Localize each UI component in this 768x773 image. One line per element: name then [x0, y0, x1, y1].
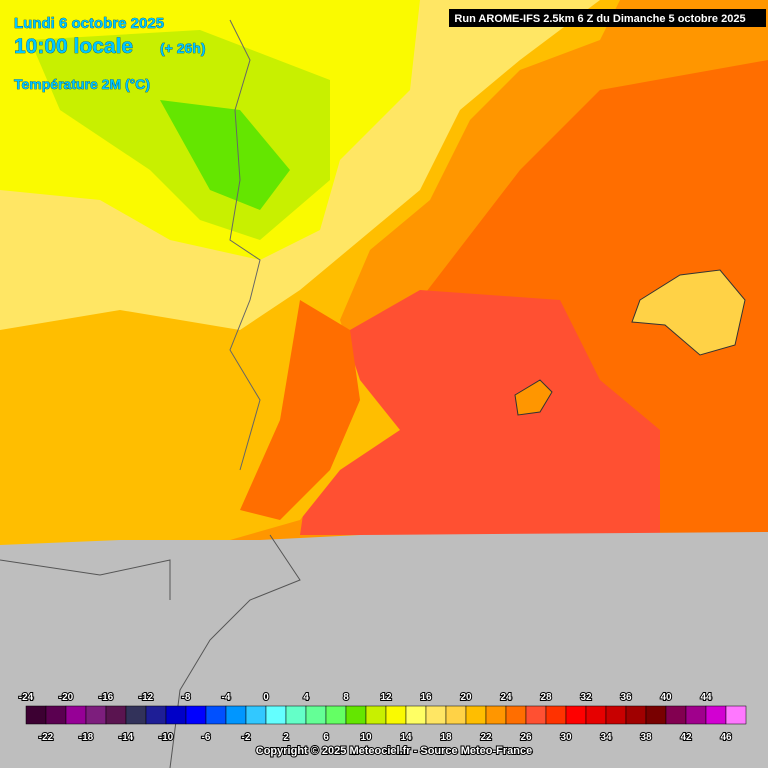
- legend-label-bottom: -22: [39, 732, 54, 743]
- legend-swatch: [385, 705, 407, 725]
- legend-swatch: [345, 705, 367, 725]
- coast-warm: [240, 300, 360, 520]
- legend-label-bottom: 10: [360, 732, 372, 743]
- legend-swatch: [25, 705, 47, 725]
- legend-swatch: [365, 705, 387, 725]
- legend-label-top: 44: [700, 692, 712, 703]
- region-borders: [229, 19, 261, 471]
- legend-label-top: 36: [620, 692, 632, 703]
- legend-label-bottom: 6: [323, 732, 329, 743]
- legend-label-top: 20: [460, 692, 472, 703]
- legend-swatch: [565, 705, 587, 725]
- legend-swatch: [185, 705, 207, 725]
- legend-label-bottom: -18: [79, 732, 94, 743]
- legend-label-bottom: 22: [480, 732, 492, 743]
- legend-label-bottom: -2: [242, 732, 251, 743]
- legend-swatch: [285, 705, 307, 725]
- legend-swatch: [725, 705, 747, 725]
- legend-label-bottom: -6: [202, 732, 211, 743]
- legend-label-top: 28: [540, 692, 552, 703]
- legend-swatch: [125, 705, 147, 725]
- borders: [0, 534, 301, 769]
- sea-hot: [300, 290, 660, 535]
- legend-label-top: 16: [420, 692, 432, 703]
- legend-swatch: [405, 705, 427, 725]
- legend-swatch: [305, 705, 327, 725]
- legend-label-bottom: 2: [283, 732, 289, 743]
- run-box: [449, 9, 766, 27]
- legend-label-bottom: 34: [600, 732, 612, 743]
- legend-label-top: 40: [660, 692, 672, 703]
- legend-label-bottom: 42: [680, 732, 692, 743]
- legend-swatch: [645, 705, 667, 725]
- legend-swatch: [445, 705, 467, 725]
- legend-label-bottom: 26: [520, 732, 532, 743]
- legend-label-top: -8: [182, 692, 191, 703]
- legend-swatch: [585, 705, 607, 725]
- land-cool: [160, 100, 290, 210]
- legend-swatch: [265, 705, 287, 725]
- legend-label-bottom: -14: [119, 732, 134, 743]
- run-info: Run AROME-IFS 2.5km 6 Z du Dimanche 5 oc…: [454, 13, 745, 25]
- legend: -24 -20 -16 -12 -8 -4 0 4 8 12 16 20 24 28 32 36 40 44-22…: [18, 691, 747, 744]
- legend-swatch: [665, 705, 687, 725]
- legend-swatch: [625, 705, 647, 725]
- legend-swatch: [505, 705, 527, 725]
- legend-swatch: [105, 705, 127, 725]
- legend-swatch: [165, 705, 187, 725]
- legend-label-top: 32: [580, 692, 592, 703]
- legend-label-top: -12: [139, 692, 154, 703]
- legend-label-bottom: 18: [440, 732, 452, 743]
- no-data: [0, 532, 768, 768]
- legend-label-top: 4: [303, 692, 309, 703]
- copyright: Copyright © 2025 Meteociel.fr - Source M…: [256, 745, 532, 757]
- parameter: Température 2M (°C): [14, 76, 150, 92]
- time: 10:00 locale: [14, 35, 133, 58]
- legend-swatch: [65, 705, 87, 725]
- legend-label-top: -20: [59, 692, 74, 703]
- legend-swatch: [525, 705, 547, 725]
- legend-label-top: 24: [500, 692, 512, 703]
- legend-swatch: [425, 705, 447, 725]
- legend-swatch: [605, 705, 627, 725]
- legend-label-bottom: -10: [159, 732, 174, 743]
- legend-label-bottom: 30: [560, 732, 572, 743]
- legend-label-top: -4: [222, 692, 231, 703]
- legend-label-top: 8: [343, 692, 349, 703]
- legend-label-bottom: 14: [400, 732, 412, 743]
- legend-label-top: -24: [19, 692, 34, 703]
- legend-swatch: [205, 705, 227, 725]
- legend-swatch: [45, 705, 67, 725]
- island-ibiza: [514, 379, 553, 416]
- legend-swatch: [705, 705, 727, 725]
- legend-swatch: [465, 705, 487, 725]
- legend-label-top: 12: [380, 692, 392, 703]
- legend-label-bottom: 46: [720, 732, 732, 743]
- legend-swatch: [325, 705, 347, 725]
- date: Lundi 6 octobre 2025: [14, 15, 164, 32]
- legend-swatch: [545, 705, 567, 725]
- island-mallorca: [631, 269, 746, 356]
- legend-swatch: [485, 705, 507, 725]
- legend-swatch: [145, 705, 167, 725]
- legend-swatch: [225, 705, 247, 725]
- legend-swatch: [85, 705, 107, 725]
- legend-swatch: [685, 705, 707, 725]
- legend-label-top: 0: [263, 692, 269, 703]
- legend-label-top: -16: [99, 692, 114, 703]
- legend-label-bottom: 38: [640, 732, 652, 743]
- legend-swatch: [245, 705, 267, 725]
- lead: (+ 26h): [160, 40, 206, 56]
